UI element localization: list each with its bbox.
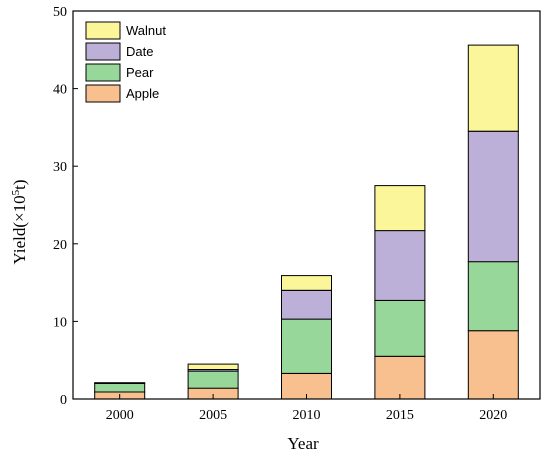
bar-date-2020 bbox=[467, 130, 519, 263]
legend-swatch-pear bbox=[85, 63, 121, 82]
legend: Walnut Date Pear Apple bbox=[85, 21, 166, 103]
y-tick-label: 50 bbox=[53, 5, 67, 20]
x-tick-label: 2010 bbox=[293, 408, 321, 423]
bar-walnut-2000 bbox=[94, 382, 146, 385]
y-tick-label: 0 bbox=[60, 393, 67, 408]
bar-pear-2000 bbox=[94, 383, 146, 393]
x-tick-label: 2015 bbox=[386, 408, 414, 423]
legend-swatch-apple bbox=[85, 84, 121, 103]
x-tick-label: 2005 bbox=[199, 408, 227, 423]
y-axis-title-sup: 5 bbox=[10, 189, 22, 195]
bar-walnut-2015 bbox=[374, 185, 426, 232]
bar-date-2015 bbox=[374, 230, 426, 301]
legend-swatch-walnut bbox=[85, 21, 121, 40]
x-tick-label: 2000 bbox=[106, 408, 134, 423]
bar-apple-2020 bbox=[467, 330, 519, 400]
bar-pear-2005 bbox=[187, 370, 239, 389]
bar-date-2010 bbox=[281, 289, 332, 320]
legend-label-walnut: Walnut bbox=[126, 23, 166, 38]
axes-layer: 0 10 20 30 40 50 2000 2005 2010 2015 2020 bbox=[53, 5, 541, 423]
y-axis-title-tail: t) bbox=[10, 180, 29, 190]
y-axis-title: Yield(×105t) bbox=[10, 180, 29, 265]
bar-walnut-2020 bbox=[467, 44, 519, 132]
y-tick-label: 30 bbox=[53, 160, 67, 175]
bar-pear-2010 bbox=[281, 318, 332, 374]
x-axis-title: Year bbox=[287, 434, 319, 453]
bar-pear-2015 bbox=[374, 299, 426, 357]
y-tick-label: 10 bbox=[53, 315, 67, 330]
bar-walnut-2005 bbox=[187, 363, 239, 371]
legend-label-apple: Apple bbox=[126, 86, 159, 101]
bar-walnut-2010 bbox=[281, 275, 332, 291]
bars-layer bbox=[94, 44, 519, 400]
legend-swatch-date bbox=[85, 42, 121, 61]
y-axis-title-main: Yield(×10 bbox=[10, 195, 29, 264]
y-tick-label: 20 bbox=[53, 238, 67, 253]
bar-pear-2020 bbox=[467, 261, 519, 332]
bar-apple-2015 bbox=[374, 355, 426, 400]
legend-label-pear: Pear bbox=[126, 65, 154, 80]
legend-label-date: Date bbox=[126, 44, 153, 59]
x-tick-label: 2020 bbox=[479, 408, 507, 423]
y-tick-label: 40 bbox=[53, 83, 67, 98]
